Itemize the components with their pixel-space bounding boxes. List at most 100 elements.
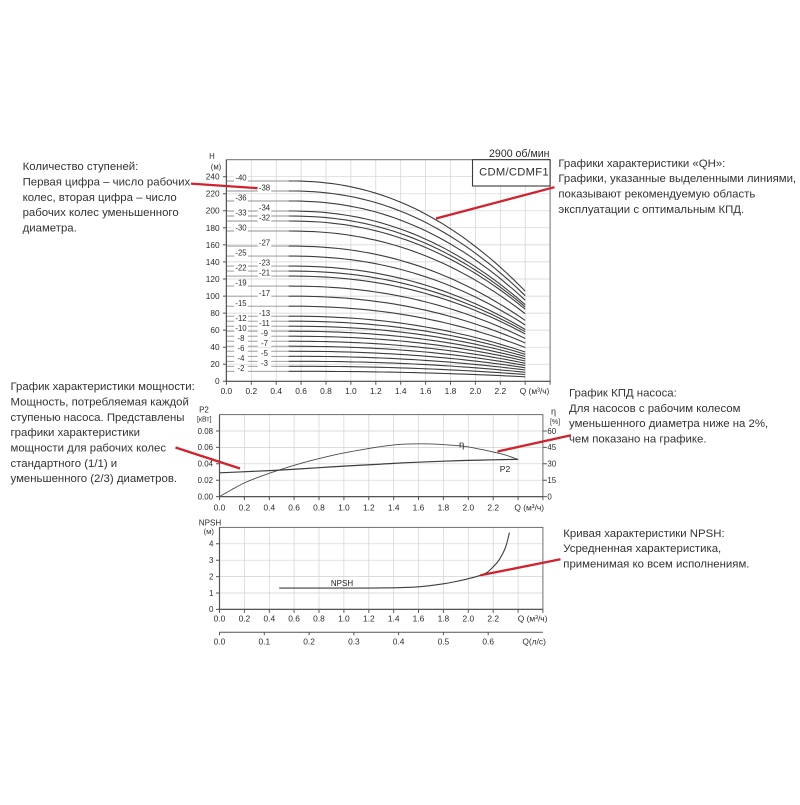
svg-text:0.6: 0.6 (288, 614, 300, 624)
svg-text:колес, вторая цифра – число: колес, вторая цифра – число (23, 192, 177, 204)
svg-text:0.0: 0.0 (214, 503, 226, 513)
svg-text:Мощность, потребляемая каждой: Мощность, потребляемая каждой (11, 397, 189, 409)
svg-text:графики характеристики: графики характеристики (11, 427, 141, 439)
svg-text:2.0: 2.0 (462, 614, 474, 624)
svg-text:-30: -30 (235, 224, 247, 233)
svg-text:Количество ступеней:: Количество ступеней: (23, 161, 139, 173)
svg-text:-12: -12 (235, 314, 246, 323)
svg-text:Графики характеристики «QH»:: Графики характеристики «QH»: (558, 158, 725, 170)
svg-text:80: 80 (210, 308, 220, 318)
svg-text:NPSH: NPSH (199, 518, 222, 527)
svg-text:-10: -10 (235, 324, 247, 333)
svg-text:3: 3 (209, 556, 214, 565)
svg-text:0.0: 0.0 (221, 386, 233, 396)
svg-text:-6: -6 (238, 344, 245, 353)
svg-text:40: 40 (210, 342, 220, 352)
svg-text:2.2: 2.2 (487, 614, 499, 624)
svg-text:1.0: 1.0 (345, 386, 357, 396)
svg-text:-9: -9 (261, 329, 268, 338)
svg-text:[кВт]: [кВт] (197, 417, 212, 424)
svg-text:чем показано на графике.: чем показано на графике. (569, 434, 707, 446)
svg-text:1.6: 1.6 (413, 614, 425, 624)
svg-text:0.4: 0.4 (393, 637, 405, 647)
svg-text:График характеристики мощности: График характеристики мощности: (11, 381, 195, 393)
svg-text:0.2: 0.2 (303, 637, 315, 647)
svg-text:-38: -38 (259, 184, 270, 193)
svg-text:Q (м³/ч): Q (м³/ч) (514, 503, 544, 513)
svg-text:0.8: 0.8 (320, 386, 332, 396)
svg-text:1.0: 1.0 (338, 503, 350, 513)
svg-text:стандартного (1/1) и: стандартного (1/1) и (11, 458, 118, 470)
svg-text:Q(л/с): Q(л/с) (522, 637, 546, 647)
svg-text:-3: -3 (261, 359, 268, 368)
svg-text:0.8: 0.8 (313, 503, 325, 513)
svg-text:0.2: 0.2 (239, 503, 251, 513)
svg-text:-33: -33 (235, 209, 246, 218)
svg-text:0.3: 0.3 (348, 637, 360, 647)
svg-text:-21: -21 (259, 269, 270, 278)
svg-text:-5: -5 (261, 349, 269, 358)
svg-text:-2: -2 (238, 364, 245, 373)
svg-text:(м): (м) (204, 527, 215, 536)
svg-text:CDM/CDMF1: CDM/CDMF1 (479, 167, 549, 179)
svg-text:[%]: [%] (550, 419, 560, 426)
svg-text:H: H (209, 152, 215, 161)
svg-text:-25: -25 (235, 249, 247, 258)
svg-text:1.6: 1.6 (413, 503, 425, 513)
svg-text:2.0: 2.0 (462, 503, 474, 513)
svg-text:0.6: 0.6 (482, 637, 494, 647)
svg-text:Графики, указанные выделенными: Графики, указанные выделенными линиями, (558, 173, 796, 185)
svg-text:100: 100 (206, 291, 220, 301)
svg-text:-13: -13 (259, 309, 270, 318)
svg-text:0.8: 0.8 (313, 614, 325, 624)
svg-text:15: 15 (547, 476, 556, 485)
svg-text:2900 об/мин: 2900 об/мин (489, 148, 550, 160)
svg-text:0.0: 0.0 (214, 637, 226, 647)
svg-text:-22: -22 (235, 264, 246, 273)
svg-text:уменьшенного (2/3) диаметров.: уменьшенного (2/3) диаметров. (11, 473, 178, 485)
svg-text:0.2: 0.2 (239, 614, 251, 624)
svg-text:140: 140 (206, 257, 220, 267)
svg-text:1.2: 1.2 (363, 503, 375, 513)
svg-text:0.1: 0.1 (258, 637, 270, 647)
svg-text:0: 0 (209, 605, 214, 614)
svg-text:-7: -7 (261, 339, 268, 348)
svg-text:η: η (459, 439, 464, 450)
svg-text:1.2: 1.2 (370, 386, 382, 396)
svg-text:2.2: 2.2 (487, 503, 499, 513)
svg-text:-11: -11 (259, 319, 270, 328)
svg-text:мощности для рабочих колес: мощности для рабочих колес (11, 443, 167, 455)
svg-text:1.4: 1.4 (388, 614, 400, 624)
svg-text:0: 0 (547, 492, 552, 501)
svg-text:20: 20 (210, 359, 220, 369)
svg-text:η: η (551, 406, 556, 416)
svg-text:180: 180 (206, 223, 220, 233)
svg-text:0.02: 0.02 (198, 476, 213, 485)
svg-text:применимая ко всем исполнениям: применимая ко всем исполнениям. (563, 559, 749, 571)
svg-text:1.0: 1.0 (338, 614, 350, 624)
svg-text:0.04: 0.04 (198, 460, 214, 469)
svg-text:2.0: 2.0 (470, 386, 482, 396)
svg-text:показывают рекомендуемую облас: показывают рекомендуемую область (558, 189, 755, 201)
svg-text:-32: -32 (259, 214, 270, 223)
svg-text:160: 160 (206, 240, 220, 250)
svg-text:2: 2 (209, 572, 214, 581)
svg-text:P2: P2 (500, 464, 511, 474)
svg-text:0.6: 0.6 (288, 503, 300, 513)
svg-text:0.4: 0.4 (270, 386, 282, 396)
svg-text:220: 220 (206, 189, 220, 199)
svg-text:240: 240 (206, 172, 220, 182)
svg-text:0.6: 0.6 (295, 386, 307, 396)
svg-text:Q (м³/ч): Q (м³/ч) (518, 614, 548, 624)
svg-text:Усредненная характеристика,: Усредненная характеристика, (563, 543, 721, 555)
svg-text:1.6: 1.6 (420, 386, 432, 396)
svg-text:1.4: 1.4 (388, 503, 400, 513)
svg-text:0.0: 0.0 (214, 614, 226, 624)
svg-text:1.8: 1.8 (438, 503, 450, 513)
svg-text:-23: -23 (259, 259, 270, 268)
svg-text:200: 200 (206, 206, 220, 216)
svg-text:диаметра.: диаметра. (23, 223, 77, 235)
svg-text:0.4: 0.4 (263, 503, 275, 513)
svg-text:30: 30 (547, 460, 556, 469)
svg-text:4: 4 (209, 540, 214, 549)
